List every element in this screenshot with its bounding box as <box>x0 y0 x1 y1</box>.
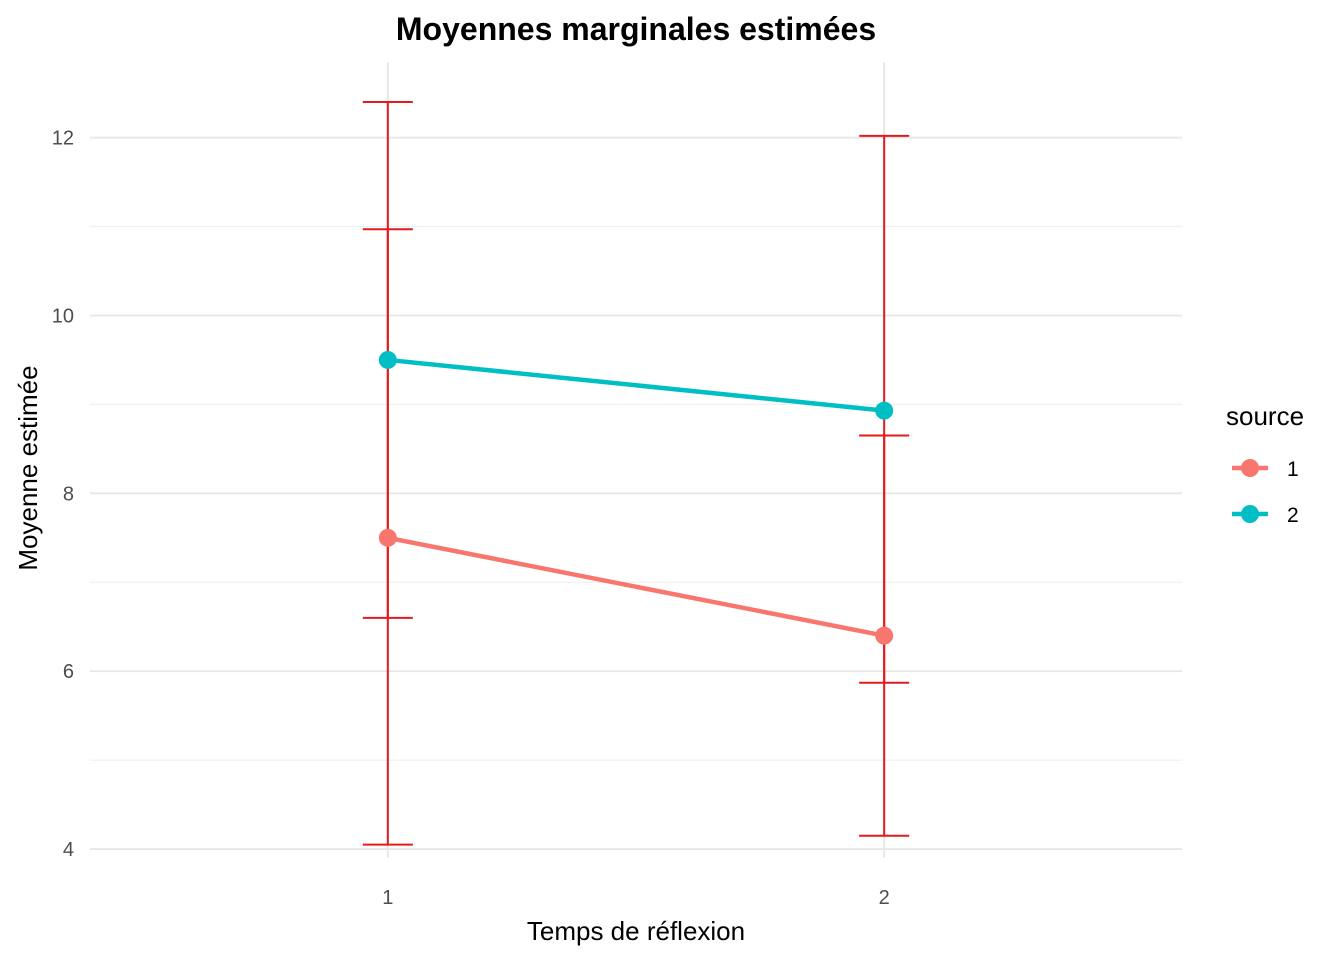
legend-key-point <box>1241 459 1259 477</box>
data-point <box>875 401 894 420</box>
legend: source 1 2 <box>1226 401 1304 527</box>
error-bar <box>362 228 413 619</box>
y-tick-label: 12 <box>52 128 74 150</box>
x-tick-label: 2 <box>879 887 890 909</box>
legend-item-2: 2 <box>1232 504 1299 527</box>
x-tick-label: 1 <box>382 887 393 909</box>
y-tick-label: 8 <box>63 483 74 505</box>
legend-key-point <box>1241 505 1259 523</box>
series-line <box>387 535 885 638</box>
error-bars <box>362 101 910 846</box>
y-axis-title: Moyenne estimée <box>13 365 43 570</box>
grid-layer <box>90 62 1182 858</box>
legend-item-1: 1 <box>1232 458 1299 481</box>
data-point <box>378 350 397 369</box>
y-tick-label: 10 <box>52 305 74 327</box>
chart-title: Moyennes marginales estimées <box>396 11 876 47</box>
error-bar <box>859 434 910 684</box>
series-line <box>387 357 885 413</box>
y-tick-label: 6 <box>63 661 74 683</box>
data-point <box>875 626 894 645</box>
legend-label: 1 <box>1287 458 1299 481</box>
series-2 <box>378 350 894 420</box>
legend-label: 2 <box>1287 504 1299 527</box>
x-axis-title: Temps de réflexion <box>527 916 745 946</box>
legend-title: source <box>1226 401 1304 431</box>
y-tick-label: 4 <box>63 839 74 861</box>
data-series <box>378 350 894 645</box>
series-1 <box>378 528 894 645</box>
data-point <box>378 528 397 547</box>
